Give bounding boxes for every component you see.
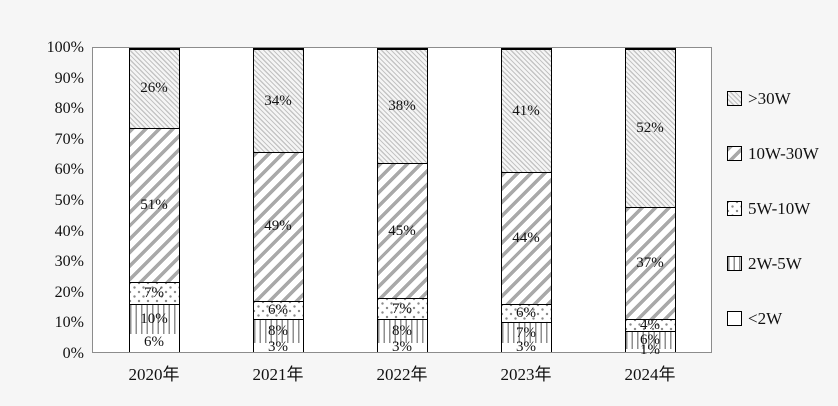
segment->30W: 34% <box>253 49 303 153</box>
y-axis-tick: 80% <box>54 100 84 118</box>
bar-2024年: 1% 6% 4% 37% 52% <box>624 48 676 358</box>
segment-5W-10W: 6% <box>253 300 303 319</box>
segment->30W: 41% <box>501 49 551 172</box>
x-axis-label: 2021年 <box>252 365 304 384</box>
segment-10W-30W: 45% <box>377 163 427 298</box>
legend-item->30W: >30W <box>727 90 791 107</box>
segment-10W-30W: 49% <box>253 152 303 301</box>
segment-value-label: 7% <box>392 300 412 317</box>
segment-value-label: 44% <box>512 230 540 246</box>
segment-2W-5W: 8% <box>377 319 427 343</box>
legend-swatch-icon <box>727 311 742 326</box>
y-axis-tick: 90% <box>54 69 84 87</box>
segment-value-label: 1% <box>640 342 660 358</box>
segment-value-label: 3% <box>268 338 288 355</box>
bar-2020年: 6% 10% 7% 51% 26% <box>128 48 180 352</box>
x-axis-label: 2022年 <box>376 365 428 384</box>
segment-value-label: 38% <box>388 98 416 114</box>
legend-swatch-icon <box>727 146 742 161</box>
segment-5W-10W: 7% <box>129 282 179 304</box>
legend-label: 10W-30W <box>748 144 819 163</box>
segment-5W-10W: 6% <box>501 304 551 322</box>
segment-value-label: 7% <box>144 284 164 301</box>
legend-item-5W-10W: 5W-10W <box>727 200 810 217</box>
legend-swatch-icon <box>727 256 742 271</box>
segment-value-label: 45% <box>388 222 416 239</box>
segment-value-label: 52% <box>636 119 664 136</box>
segment-value-label: 51% <box>140 197 168 214</box>
y-axis-tick: 40% <box>54 222 84 240</box>
x-axis-label: 2023年 <box>500 365 552 384</box>
segment-<2W: 1% <box>625 343 675 358</box>
segment-2W-5W: 7% <box>501 322 551 343</box>
segment-value-label: 3% <box>392 339 412 355</box>
segment-value-label: 37% <box>636 254 664 271</box>
legend-label: >30W <box>748 89 791 108</box>
segment-2W-5W: 8% <box>253 318 303 343</box>
segment-<2W: 3% <box>501 339 551 355</box>
segment-10W-30W: 51% <box>129 127 179 283</box>
segment-value-label: 6% <box>516 305 536 321</box>
segment-2W-5W: 10% <box>129 303 179 334</box>
segment-value-label: 26% <box>140 80 168 97</box>
segment->30W: 52% <box>625 49 675 207</box>
segment->30W: 38% <box>377 49 427 163</box>
segment-value-label: 6% <box>640 331 660 348</box>
segment-<2W: 3% <box>253 338 303 355</box>
legend-swatch-icon <box>727 201 742 216</box>
segment-5W-10W: 4% <box>625 316 675 333</box>
segment-value-label: 6% <box>268 301 288 318</box>
legend-item-10W-30W: 10W-30W <box>727 145 819 162</box>
segment-value-label: 49% <box>264 218 292 235</box>
y-axis-tick: 10% <box>54 314 84 332</box>
segment-value-label: 4% <box>640 316 660 333</box>
segment-value-label: 41% <box>512 102 540 119</box>
segment-5W-10W: 7% <box>377 298 427 319</box>
legend-label: 5W-10W <box>748 199 811 218</box>
segment-value-label: 10% <box>140 310 168 327</box>
y-axis-tick: 70% <box>54 130 84 148</box>
bar-2023年: 3% 7% 6% 44% 41% <box>500 48 552 355</box>
y-axis-tick: 60% <box>54 161 84 179</box>
legend-item-<2W: <2W <box>727 310 782 327</box>
segment-value-label: 8% <box>392 323 412 339</box>
legend-label: 2W-5W <box>748 254 802 273</box>
segment-10W-30W: 44% <box>501 172 551 304</box>
legend-item-2W-5W: 2W-5W <box>727 255 802 272</box>
legend-swatch-icon <box>727 91 742 106</box>
segment-value-label: 6% <box>144 334 164 351</box>
segment-<2W: 6% <box>129 333 179 352</box>
segment-value-label: 3% <box>516 339 536 355</box>
x-axis-label: 2020年 <box>128 365 180 384</box>
segment-value-label: 8% <box>268 322 288 339</box>
y-axis-tick: 0% <box>62 345 84 362</box>
segment-2W-5W: 6% <box>625 330 675 349</box>
legend-label: <2W <box>748 309 783 328</box>
bar-2022年: 3% 8% 7% 45% 38% <box>376 48 428 355</box>
segment-10W-30W: 37% <box>625 206 675 319</box>
y-axis-tick: 100% <box>46 39 84 56</box>
y-axis-tick: 20% <box>54 283 84 301</box>
segment->30W: 26% <box>129 49 179 128</box>
segment-value-label: 34% <box>264 92 292 109</box>
y-axis-tick: 30% <box>54 253 84 271</box>
bar-2021年: 3% 8% 6% 49% 34% <box>252 48 304 355</box>
plot-area: 6% 10% 7% 51% 26% 3% 8% 6% 49% 34% 3% 8% 7% 45% 38% 3% 7… <box>92 47 712 358</box>
segment-<2W: 3% <box>377 339 427 355</box>
segment-value-label: 7% <box>516 324 536 341</box>
y-axis-tick: 50% <box>54 192 84 209</box>
x-axis-label: 2024年 <box>624 365 676 384</box>
